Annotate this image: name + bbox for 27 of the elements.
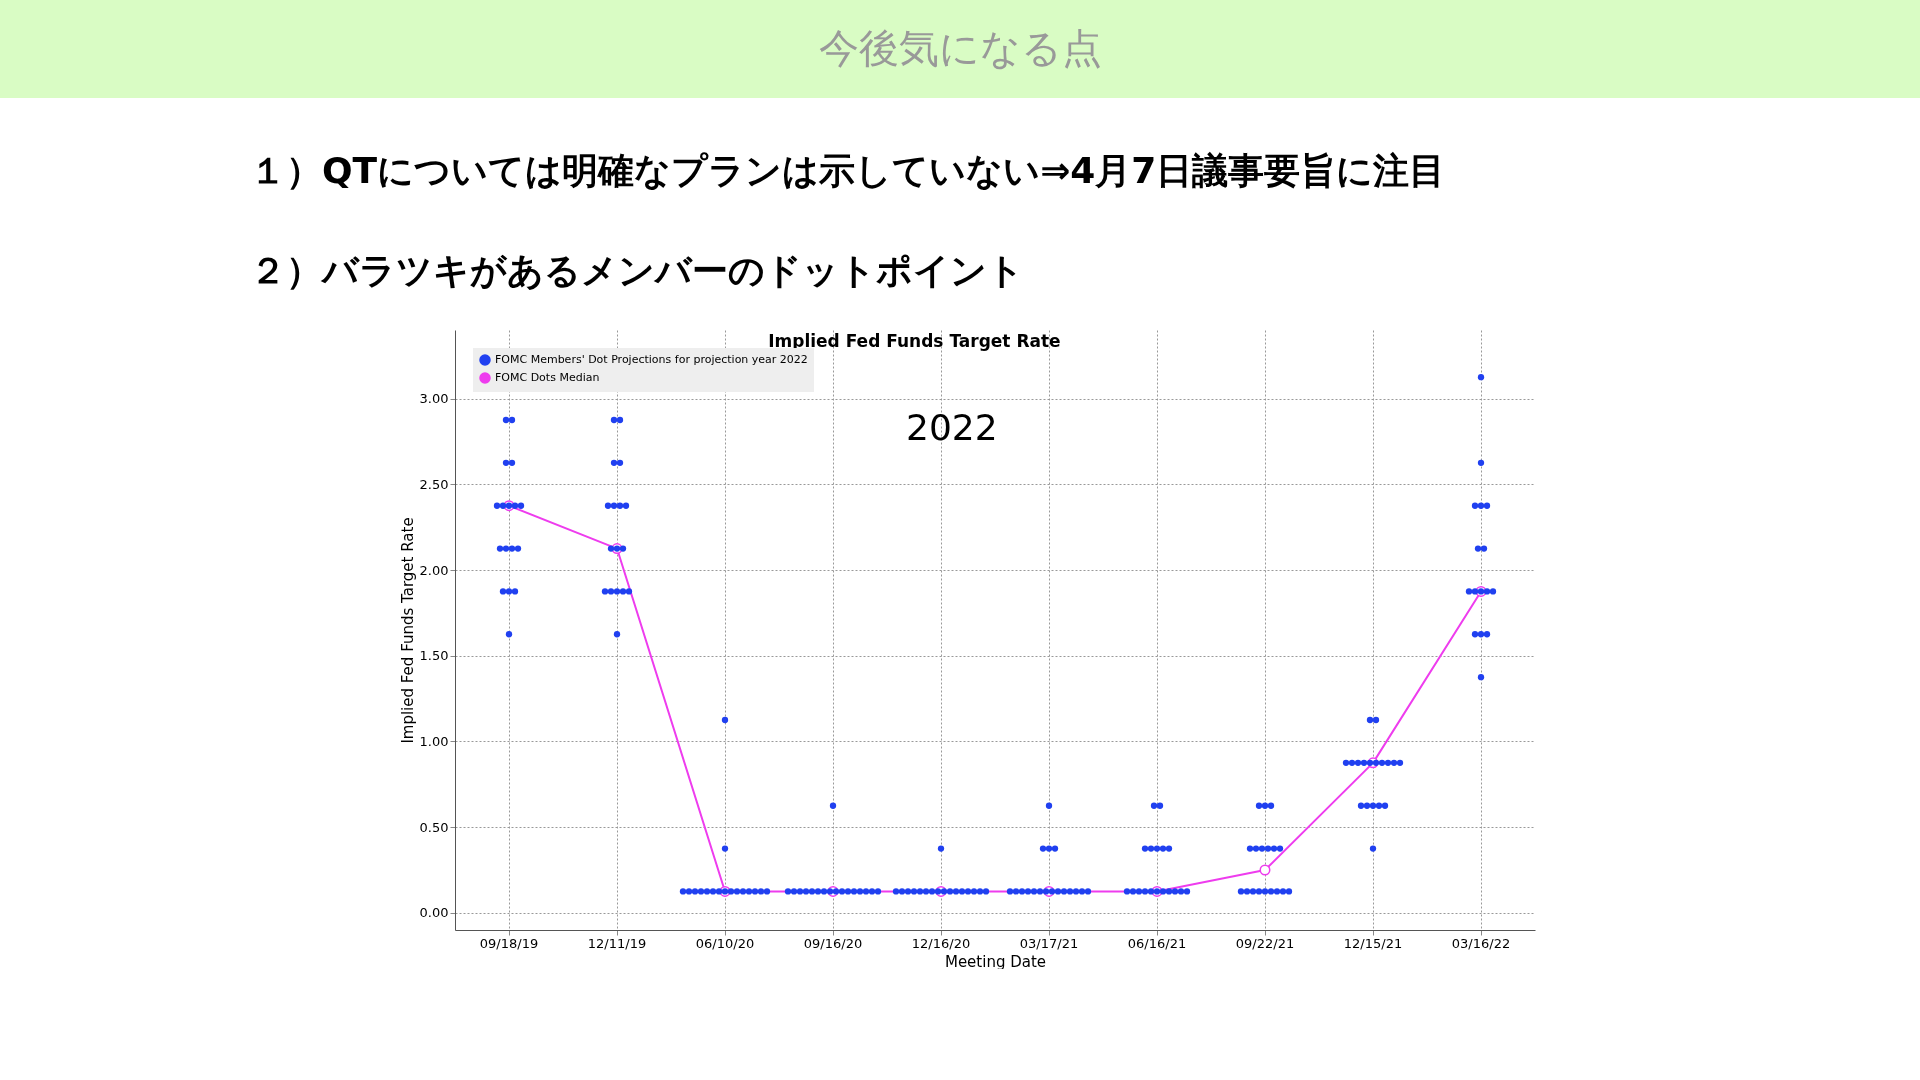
y-axis-title: Implied Fed Funds Target Rate bbox=[398, 517, 417, 744]
legend-label: FOMC Members' Dot Projections for projection year 2022 bbox=[495, 353, 808, 366]
point bbox=[1259, 864, 1271, 876]
x-tick-label: 12/11/19 bbox=[587, 935, 647, 951]
x-tick-label: 12/15/21 bbox=[1343, 935, 1403, 951]
x-axis-title: Meeting Date bbox=[944, 952, 1047, 971]
x-tick-label: 03/16/22 bbox=[1451, 935, 1511, 951]
x-tick-label: 09/18/19 bbox=[479, 935, 539, 951]
y-tick-label: 0.50 bbox=[419, 819, 449, 835]
x-tick-label: 12/16/20 bbox=[911, 935, 971, 951]
legend-label: FOMC Dots Median bbox=[495, 371, 600, 384]
text: 今後気になる点 bbox=[818, 25, 1102, 71]
text: ２）バラツキがあるメンバーのドットポイント bbox=[250, 250, 1024, 291]
y-tick-label: 1.00 bbox=[419, 733, 449, 749]
x-tick-label: 09/22/21 bbox=[1235, 935, 1295, 951]
y-tick-label: 2.50 bbox=[419, 476, 449, 492]
chart-title: Implied Fed Funds Target Rate bbox=[768, 331, 1061, 351]
x-tick-label: 06/16/21 bbox=[1127, 935, 1187, 951]
y-tick-label: 0.00 bbox=[419, 905, 449, 921]
y-tick-label: 1.50 bbox=[419, 648, 449, 664]
x-tick-label: 03/17/21 bbox=[1019, 935, 1079, 951]
text: １）QTについては明確なプランは示していない⇒4月7日議事要旨に注目 bbox=[250, 150, 1446, 191]
annotation: 2022 bbox=[905, 407, 998, 448]
x-tick-label: 06/10/20 bbox=[695, 935, 755, 951]
y-tick-label: 3.00 bbox=[419, 391, 449, 407]
y-tick-label: 2.00 bbox=[419, 562, 449, 578]
x-tick-label: 09/16/20 bbox=[803, 935, 863, 951]
